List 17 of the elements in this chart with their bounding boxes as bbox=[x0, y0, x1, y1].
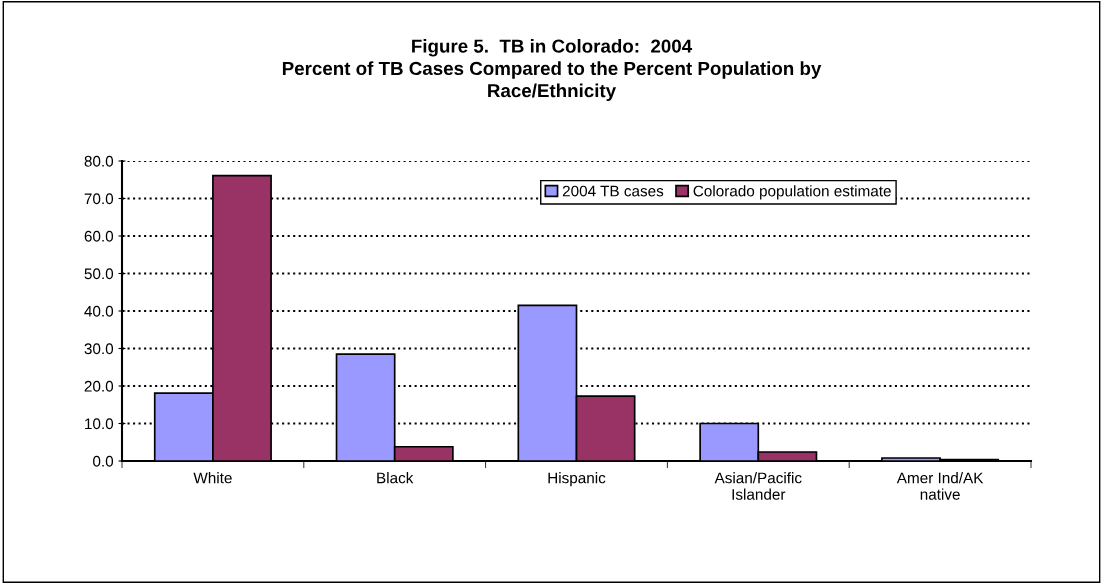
chart-title: Figure 5. TB in Colorado: 2004 Percent of TB Cases Compared to the Percent Population by Race/Ethnicity bbox=[282, 38, 822, 102]
y-tick-label: 20.0 bbox=[84, 380, 114, 392]
legend-label: 2004 TB cases bbox=[562, 185, 664, 197]
x-tick-label: Black bbox=[377, 472, 414, 484]
y-tick-label: 40.0 bbox=[84, 305, 114, 317]
y-tick-label: 10.0 bbox=[85, 418, 114, 430]
y-tick-label: 50.0 bbox=[84, 268, 114, 280]
y-tick-label: 80.0 bbox=[84, 155, 114, 167]
y-tick-label: 60.0 bbox=[84, 230, 114, 242]
x-tick-label: White bbox=[193, 472, 232, 484]
y-tick-label: 70.0 bbox=[84, 193, 114, 205]
x-tick-label: Amer Ind/AK native bbox=[896, 472, 984, 500]
x-tick-label: Asian/Pacific Islander bbox=[714, 472, 802, 500]
x-tick-label: Hispanic bbox=[548, 472, 606, 487]
y-tick-label: 30.0 bbox=[84, 343, 114, 355]
y-tick-label: 0.0 bbox=[93, 455, 114, 467]
legend-label: Colorado population estimate bbox=[693, 185, 891, 200]
